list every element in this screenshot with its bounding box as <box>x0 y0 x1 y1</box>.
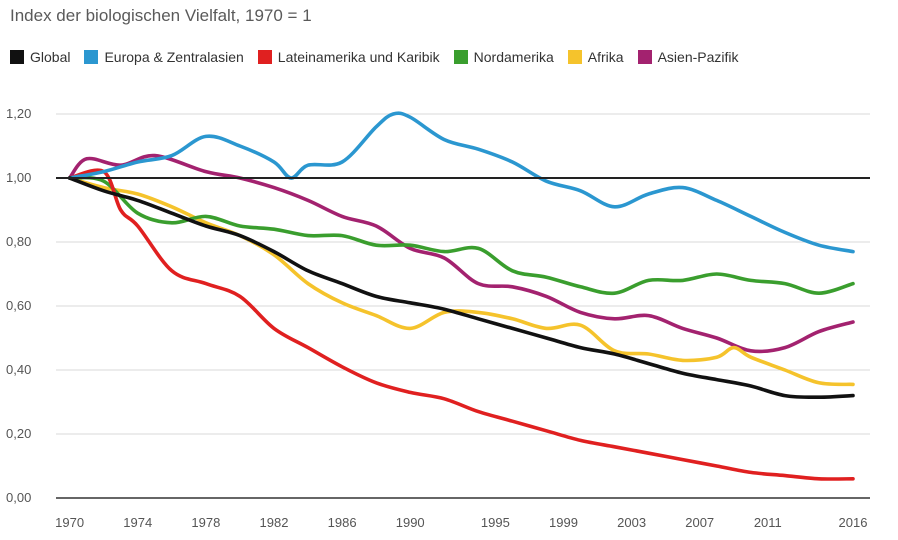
x-tick-label: 1970 <box>55 515 84 530</box>
legend-item: Europa & Zentralasien <box>84 48 244 66</box>
legend-swatch <box>453 50 468 64</box>
y-tick-label: 0,40 <box>6 362 31 377</box>
x-tick-label: 2016 <box>839 515 868 530</box>
x-tick-label: 1990 <box>396 515 425 530</box>
legend-label: Afrika <box>587 49 624 65</box>
series-line-global <box>67 176 855 400</box>
y-tick-label: 0,20 <box>6 426 31 441</box>
legend-label: Asien-Pazifik <box>657 49 739 65</box>
y-tick-label: 1,20 <box>6 106 31 121</box>
y-tick-label: 0,60 <box>6 298 31 313</box>
legend-item: Nordamerika <box>453 48 554 66</box>
x-tick-label: 2007 <box>685 515 714 530</box>
x-tick-label: 2011 <box>754 515 782 530</box>
legend-label: Lateinamerika und Karibik <box>277 49 440 65</box>
x-tick-label: 1986 <box>328 515 357 530</box>
x-tick-label: 1974 <box>123 515 152 530</box>
series-line-nordamerika <box>67 175 855 296</box>
legend-item: Afrika <box>567 48 624 66</box>
legend-label: Nordamerika <box>473 49 554 65</box>
legend-item: Lateinamerika und Karibik <box>257 48 440 66</box>
x-tick-label: 1999 <box>549 515 578 530</box>
legend-swatch <box>567 50 582 64</box>
y-tick-label: 0,00 <box>6 490 31 505</box>
x-tick-label: 1982 <box>260 515 289 530</box>
gridlines <box>56 113 870 499</box>
series-lines <box>67 111 855 481</box>
x-tick-label: 2003 <box>617 515 646 530</box>
legend-swatch <box>84 50 99 64</box>
legend: Global Europa & Zentralasien Lateinamerika… <box>10 48 870 66</box>
legend-swatch <box>637 50 652 64</box>
x-tick-label: 1995 <box>481 515 510 530</box>
legend-item: Asien-Pazifik <box>637 48 739 66</box>
legend-label: Europa & Zentralasien <box>104 49 244 65</box>
y-tick-label: 0,80 <box>6 234 31 249</box>
y-axis-ticks: 0,00 0,20 0,40 0,60 0,80 1,00 1,20 <box>6 106 31 505</box>
chart-title: Index der biologischen Vielfalt, 1970 = … <box>10 6 312 25</box>
series-line-europa-zentralasien <box>67 111 855 254</box>
legend-label: Global <box>30 49 71 65</box>
x-tick-label: 1978 <box>191 515 220 530</box>
legend-swatch <box>257 50 272 64</box>
y-tick-label: 1,00 <box>6 170 31 185</box>
legend-item: Global <box>10 48 70 66</box>
series-line-asien-pazifik <box>67 153 855 354</box>
legend-swatch <box>10 50 24 64</box>
series-line-lateinamerika-und-karibik <box>67 168 855 481</box>
series-line-afrika <box>67 176 855 387</box>
x-axis-ticks: 1970 1974 1978 1982 1986 1990 1995 1999 2003 2007… <box>55 515 867 530</box>
